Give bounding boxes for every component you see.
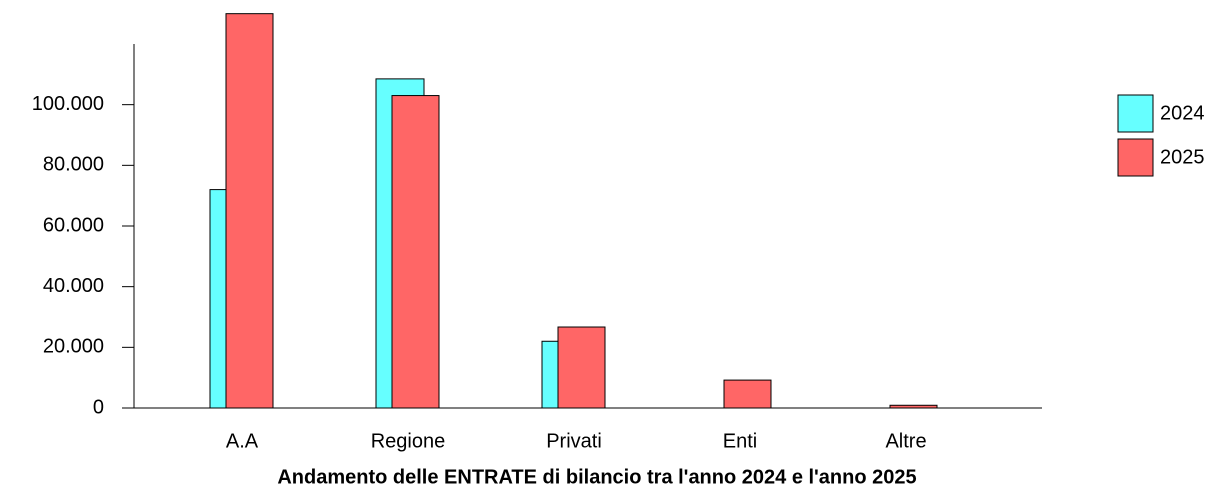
y-tick-label: 60.000 [43, 214, 104, 236]
legend-swatch [1117, 94, 1154, 133]
legend-label: 2025 [1160, 146, 1205, 168]
bar [225, 13, 274, 409]
bar [391, 95, 440, 409]
bar [723, 379, 772, 409]
y-tick-label: 20.000 [43, 336, 104, 358]
x-tick-label: Enti [723, 430, 757, 452]
y-tick-label: 80.000 [43, 154, 104, 176]
legend-swatch [1117, 138, 1154, 177]
x-tick-label: Altre [885, 430, 926, 452]
x-tick-label: A.A [226, 430, 259, 452]
y-tick-label: 0 [93, 396, 104, 418]
y-tick-label: 100.000 [32, 93, 104, 115]
chart-title: Andamento delle ENTRATE di bilancio tra … [277, 466, 916, 488]
bar [557, 326, 606, 409]
x-tick-label: Privati [546, 430, 602, 452]
x-tick-label: Regione [371, 430, 446, 452]
legend-label: 2024 [1160, 102, 1205, 124]
y-tick-label: 40.000 [43, 275, 104, 297]
